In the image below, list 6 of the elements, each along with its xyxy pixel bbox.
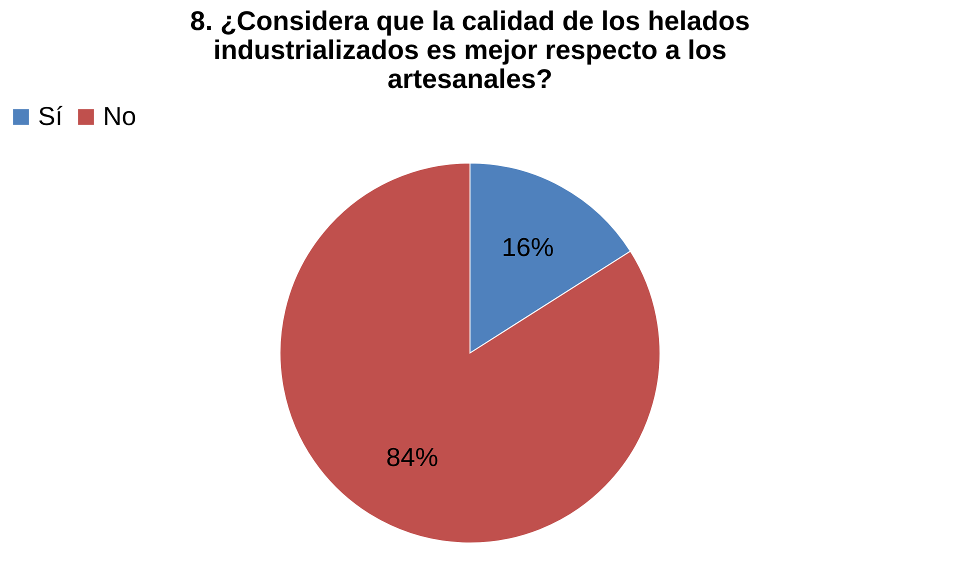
legend-label: Sí <box>38 101 64 131</box>
data-label: 16% <box>502 232 554 262</box>
chart-title: 8. ¿Considera que la calidad de los helados industrializados es mejor respecto a los artesanales? <box>190 6 750 94</box>
data-label: 84% <box>386 442 438 472</box>
legend-label: No <box>103 101 136 131</box>
pie-slice <box>280 162 660 544</box>
